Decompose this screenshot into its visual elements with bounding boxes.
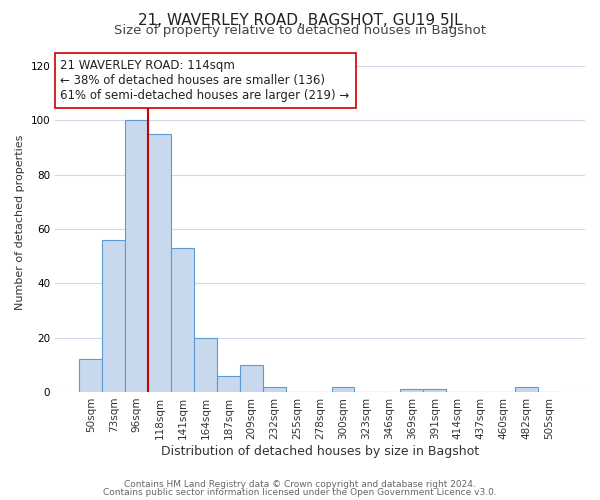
Bar bbox=[102, 240, 125, 392]
Bar bbox=[171, 248, 194, 392]
Bar bbox=[263, 386, 286, 392]
Bar bbox=[515, 386, 538, 392]
Bar bbox=[217, 376, 240, 392]
Y-axis label: Number of detached properties: Number of detached properties bbox=[15, 134, 25, 310]
Bar bbox=[240, 365, 263, 392]
Text: 21, WAVERLEY ROAD, BAGSHOT, GU19 5JL: 21, WAVERLEY ROAD, BAGSHOT, GU19 5JL bbox=[137, 12, 463, 28]
Bar bbox=[148, 134, 171, 392]
Text: Contains HM Land Registry data © Crown copyright and database right 2024.: Contains HM Land Registry data © Crown c… bbox=[124, 480, 476, 489]
Text: 21 WAVERLEY ROAD: 114sqm
← 38% of detached houses are smaller (136)
61% of semi-: 21 WAVERLEY ROAD: 114sqm ← 38% of detach… bbox=[61, 60, 350, 102]
Bar bbox=[423, 389, 446, 392]
X-axis label: Distribution of detached houses by size in Bagshot: Distribution of detached houses by size … bbox=[161, 444, 479, 458]
Bar bbox=[125, 120, 148, 392]
Bar bbox=[79, 360, 102, 392]
Bar bbox=[332, 386, 355, 392]
Text: Contains public sector information licensed under the Open Government Licence v3: Contains public sector information licen… bbox=[103, 488, 497, 497]
Bar bbox=[194, 338, 217, 392]
Bar bbox=[400, 389, 423, 392]
Text: Size of property relative to detached houses in Bagshot: Size of property relative to detached ho… bbox=[114, 24, 486, 37]
